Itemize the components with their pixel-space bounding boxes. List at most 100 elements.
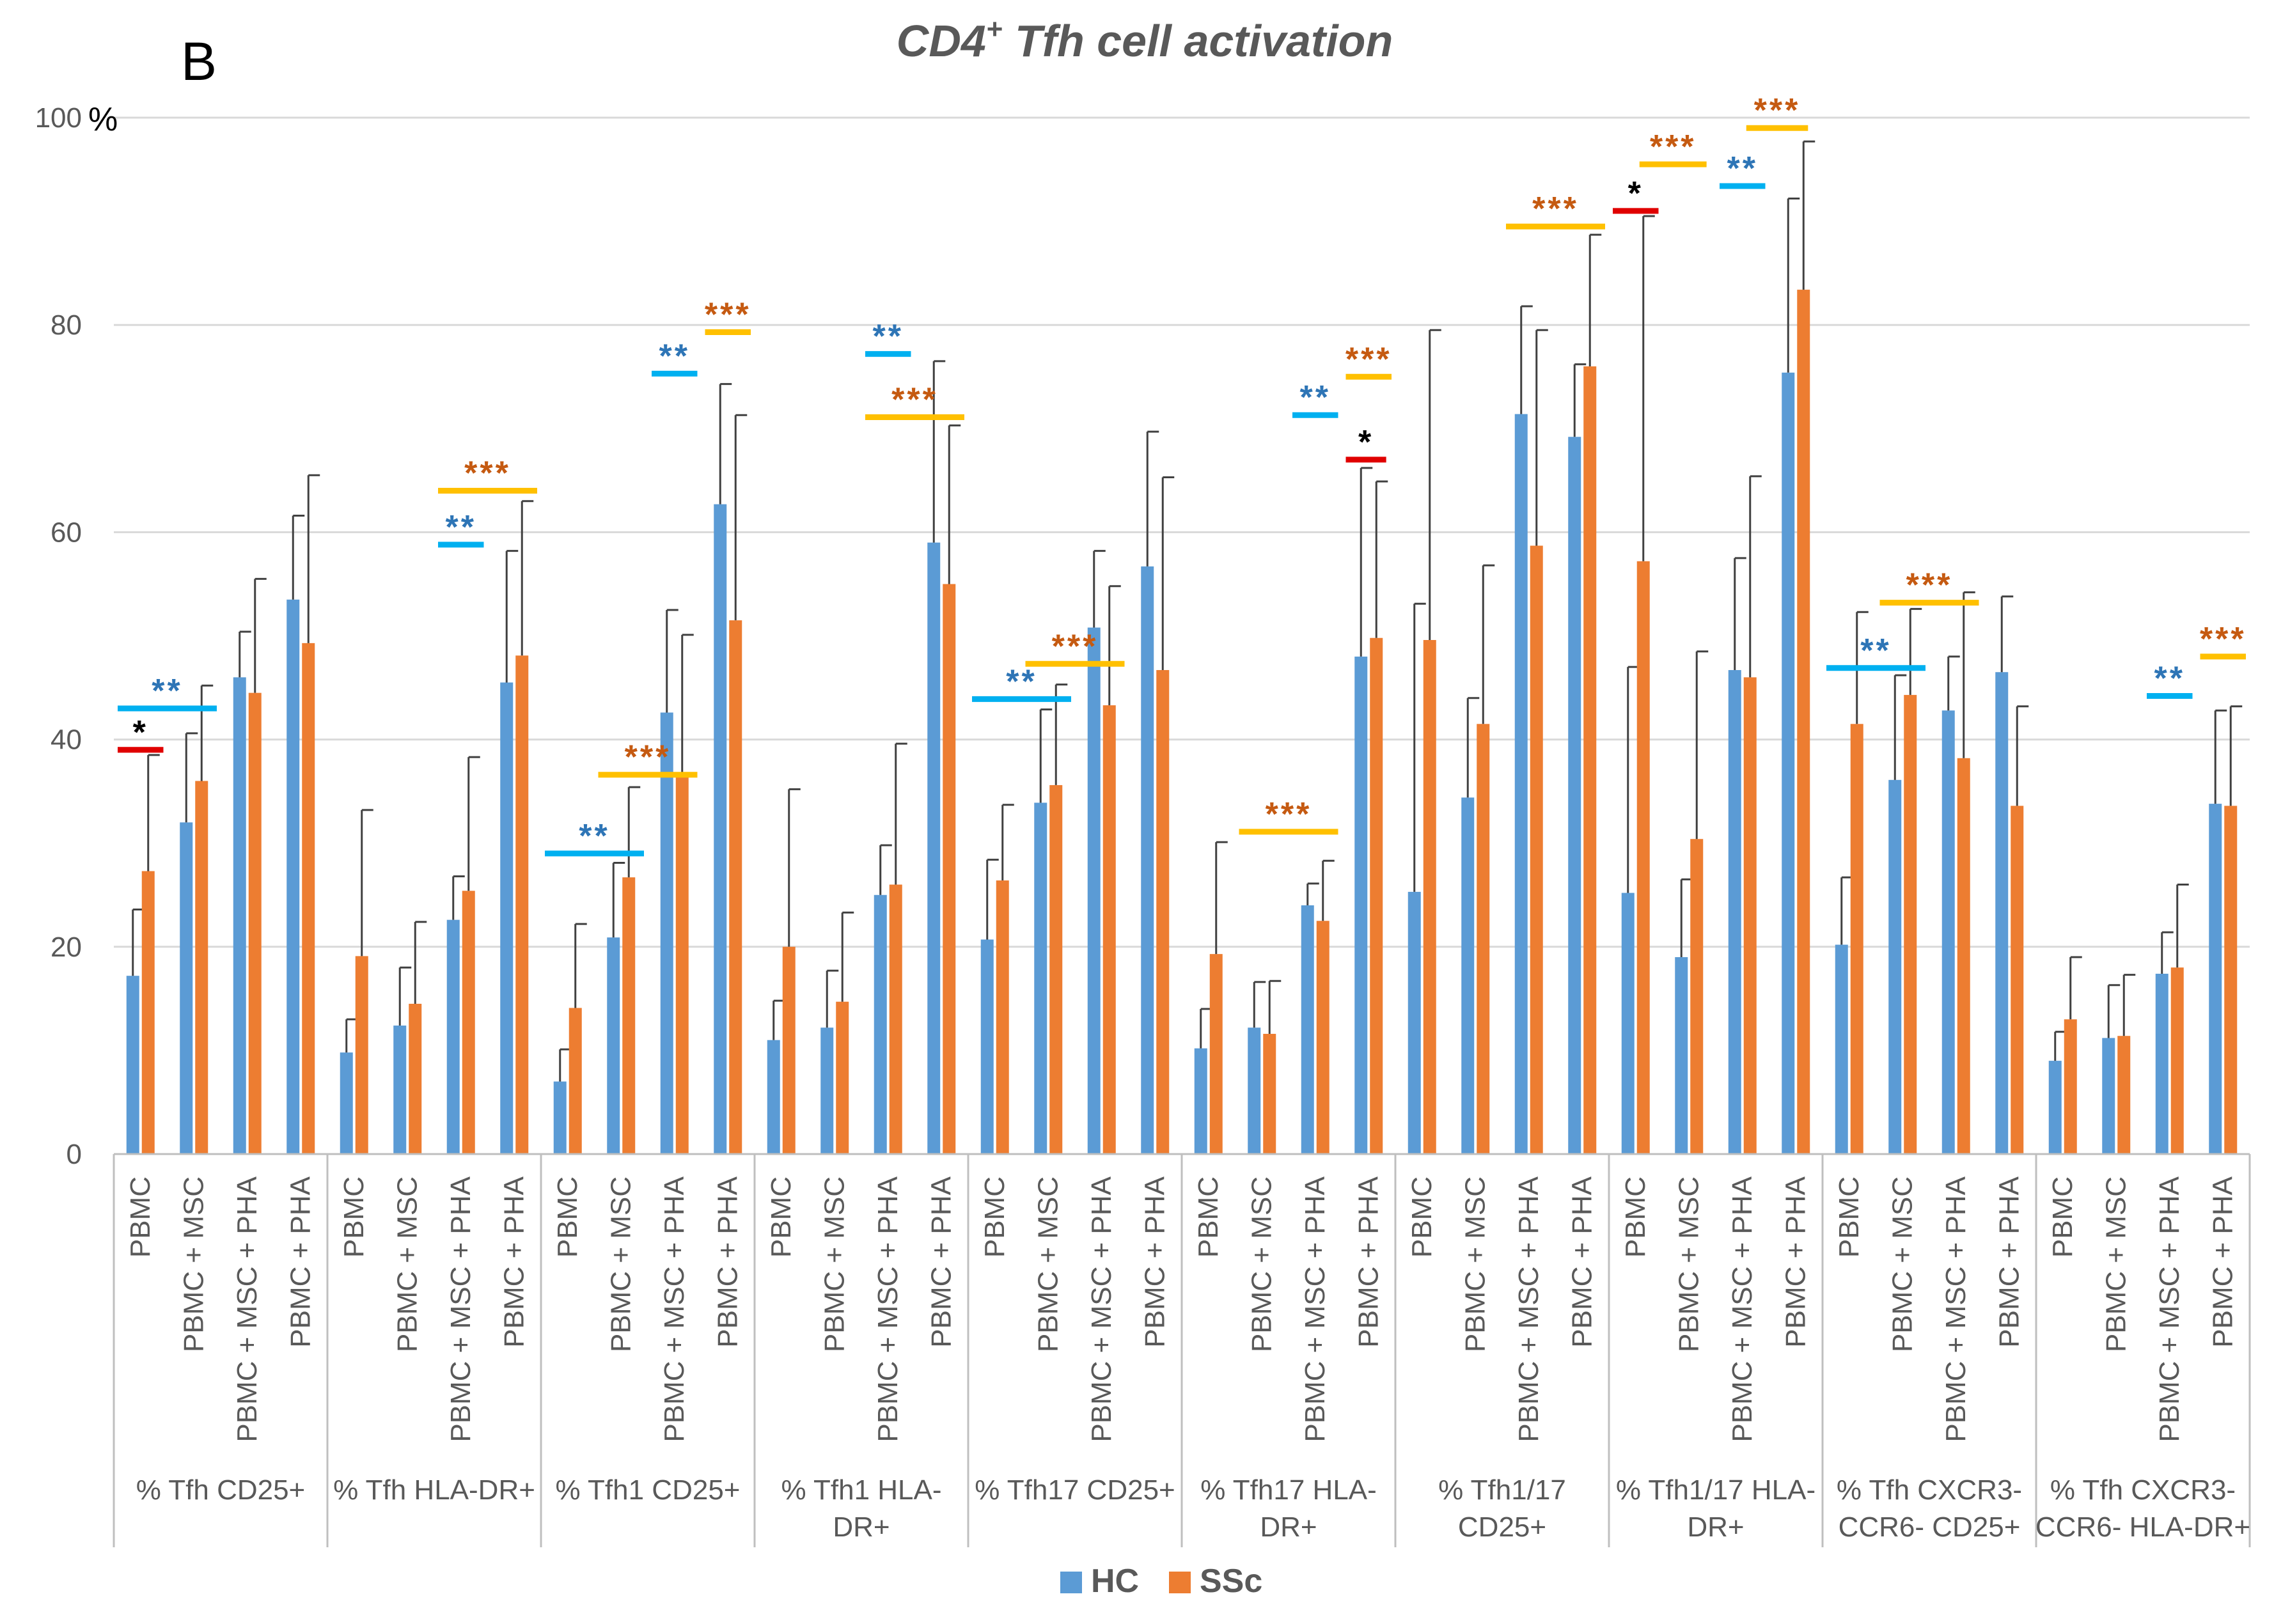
bar-ssc xyxy=(943,584,956,1154)
bar-ssc xyxy=(729,620,742,1154)
significance-stars: *** xyxy=(705,297,751,334)
bar-hc xyxy=(1248,1027,1261,1154)
bar-hc xyxy=(1514,414,1528,1155)
bar-ssc xyxy=(1690,839,1704,1154)
bar-ssc xyxy=(1316,921,1329,1154)
bar-ssc xyxy=(1797,290,1810,1155)
group-label: % Tfh1/17 xyxy=(1438,1474,1566,1506)
group-label: % Tfh CXCR3- xyxy=(1837,1474,2022,1506)
x-tick-label: PBMC xyxy=(979,1176,1010,1258)
significance-stars: *** xyxy=(1052,628,1099,665)
bar-ssc xyxy=(1156,669,1170,1154)
bar-hc xyxy=(2209,804,2222,1154)
significance-stars: *** xyxy=(2200,621,2247,658)
x-tick-label: PBMC + PHA xyxy=(285,1176,316,1347)
y-tick-label: 80 xyxy=(51,309,82,341)
x-tick-label: PBMC + PHA xyxy=(1993,1176,2025,1347)
y-tick-label: 40 xyxy=(51,724,82,756)
y-tick-label: 60 xyxy=(51,517,82,548)
bar-ssc xyxy=(782,946,796,1154)
significance-stars: ** xyxy=(446,509,476,546)
x-tick-label: PBMC + MSC + PHA xyxy=(445,1176,476,1442)
bar-ssc xyxy=(2224,806,2238,1154)
group-label: CCR6- HLA-DR+ xyxy=(2035,1511,2250,1543)
legend-label-ssc: SSc xyxy=(1200,1563,1262,1600)
bar-ssc xyxy=(2064,1019,2077,1154)
significance-stars: *** xyxy=(1266,796,1312,833)
x-tick-label: PBMC xyxy=(1833,1176,1865,1258)
significance-stars: *** xyxy=(1345,341,1392,378)
x-tick-label: PBMC + MSC + PHA xyxy=(872,1176,904,1442)
group-label: % Tfh CD25+ xyxy=(136,1474,306,1506)
bar-hc xyxy=(1888,779,1902,1154)
bar-ssc xyxy=(515,655,529,1154)
bar-hc xyxy=(446,919,460,1154)
x-tick-label: PBMC + MSC + PHA xyxy=(1727,1176,1758,1442)
bar-hc xyxy=(874,894,887,1154)
bar-ssc xyxy=(409,1003,422,1154)
significance-stars: ** xyxy=(873,318,904,355)
bar-ssc xyxy=(1583,366,1597,1154)
x-tick-label: PBMC xyxy=(125,1176,156,1258)
chart-title: CD4+ Tfh cell activation xyxy=(897,13,1393,66)
bar-ssc xyxy=(302,643,315,1154)
bar-ssc xyxy=(2117,1036,2131,1154)
x-tick-label: PBMC + MSC + PHA xyxy=(231,1176,263,1442)
y-tick-label: 0 xyxy=(67,1139,82,1170)
bar-ssc xyxy=(1850,724,1863,1154)
bar-ssc xyxy=(195,781,208,1154)
bar-hc xyxy=(340,1052,353,1154)
bar-hc xyxy=(1461,797,1475,1154)
bar-hc xyxy=(1354,656,1368,1154)
group-label: % Tfh1 CD25+ xyxy=(555,1474,740,1506)
bar-hc xyxy=(180,822,193,1154)
bar-hc xyxy=(1087,627,1101,1154)
x-tick-label: PBMC + MSC xyxy=(1459,1176,1491,1352)
bar-hc xyxy=(1675,957,1688,1154)
significance-stars: ** xyxy=(1300,379,1331,416)
bar-ssc xyxy=(1049,785,1063,1154)
x-tick-label: PBMC + PHA xyxy=(1139,1176,1170,1347)
x-tick-label: PBMC + MSC + PHA xyxy=(659,1176,690,1442)
significance-stars: ** xyxy=(2154,660,2185,698)
significance-stars: *** xyxy=(891,381,938,418)
bar-hc xyxy=(286,599,300,1154)
x-tick-label: PBMC + MSC xyxy=(178,1176,209,1352)
x-tick-label: PBMC + MSC xyxy=(605,1176,636,1352)
bar-ssc xyxy=(622,877,636,1154)
x-tick-label: PBMC xyxy=(1193,1176,1224,1258)
y-unit-label: % xyxy=(88,101,118,138)
x-tick-label: PBMC + PHA xyxy=(712,1176,743,1347)
bar-hc xyxy=(1408,891,1421,1154)
bar-hc xyxy=(1995,672,2009,1154)
bar-hc xyxy=(714,504,727,1154)
significance-stars: *** xyxy=(464,455,511,492)
x-tick-label: PBMC xyxy=(765,1176,797,1258)
x-tick-label: PBMC + MSC xyxy=(1673,1176,1704,1352)
x-tick-label: PBMC + MSC xyxy=(2100,1176,2131,1352)
group-label: CD25+ xyxy=(1458,1511,1546,1543)
group-label: % Tfh1/17 HLA- xyxy=(1616,1474,1816,1506)
significance-stars: * xyxy=(1628,175,1643,212)
bar-ssc xyxy=(1530,545,1543,1154)
bar-hc xyxy=(1941,710,1955,1154)
x-tick-label: PBMC + MSC xyxy=(1246,1176,1277,1352)
bar-hc xyxy=(2155,973,2168,1154)
bar-ssc xyxy=(1423,639,1436,1154)
bar-ssc xyxy=(996,880,1009,1154)
x-tick-label: PBMC + PHA xyxy=(1353,1176,1384,1347)
x-tick-label: PBMC + PHA xyxy=(2207,1176,2238,1347)
bar-ssc xyxy=(836,1001,849,1154)
x-tick-label: PBMC + MSC xyxy=(391,1176,423,1352)
x-tick-label: PBMC + MSC + PHA xyxy=(1086,1176,1117,1442)
bar-ssc xyxy=(1904,694,1917,1154)
bar-hc xyxy=(553,1081,567,1154)
bar-ssc xyxy=(1263,1033,1276,1154)
bar-ssc xyxy=(1102,705,1116,1154)
group-label: % Tfh CXCR3- xyxy=(2050,1474,2236,1506)
significance-stars: *** xyxy=(625,739,671,776)
bar-ssc xyxy=(1370,637,1383,1154)
bar-hc xyxy=(1301,905,1314,1154)
bar-ssc xyxy=(248,692,262,1154)
bar-ssc xyxy=(2011,806,2024,1154)
